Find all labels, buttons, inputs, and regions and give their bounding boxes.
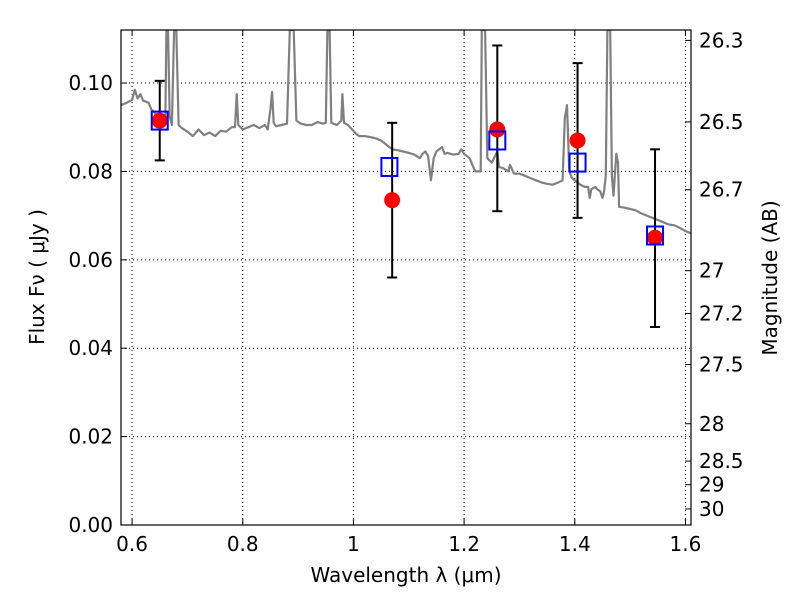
y2-tick-label: 29 — [699, 473, 724, 497]
observed-point — [151, 112, 168, 129]
y-axis-label: Flux Fν ( μJy ) — [25, 209, 49, 345]
x-tick-label: 1.2 — [448, 532, 480, 556]
y-tick-label: 0.04 — [68, 336, 113, 360]
plot-frame — [120, 29, 692, 526]
observed-point — [647, 229, 664, 246]
model-photometry-squares — [150, 110, 665, 246]
model-square — [568, 152, 587, 173]
observed-points — [151, 112, 664, 246]
y-tick-label: 0.10 — [68, 71, 113, 95]
y-tick-label: 0.02 — [68, 425, 113, 449]
x-tick-label: 1 — [347, 532, 360, 556]
observed-point — [569, 132, 586, 149]
model-square — [380, 157, 399, 178]
y-tick-label: 0.08 — [68, 159, 113, 183]
y2-tick-label: 27.2 — [699, 301, 744, 325]
y-axis-ticks: 0.00 0.02 0.04 0.06 0.08 0.10 — [68, 71, 127, 537]
x-axis-ticks: 0.6 0.8 1 1.2 1.4 1.6 — [116, 30, 701, 556]
y2-tick-label: 27.5 — [699, 353, 744, 377]
model-square — [488, 130, 507, 151]
model-square — [150, 110, 169, 131]
observed-point — [489, 121, 506, 138]
y2-tick-label: 26.3 — [699, 28, 744, 52]
x-tick-label: 1.6 — [670, 532, 702, 556]
observed-point — [384, 192, 401, 209]
y-tick-label: 0.00 — [68, 513, 113, 537]
model-spectrum-line — [121, 30, 691, 235]
x-tick-label: 0.8 — [227, 532, 259, 556]
x-tick-label: 1.4 — [559, 532, 591, 556]
y2-tick-label: 30 — [699, 497, 724, 521]
plot-area — [121, 30, 691, 328]
y2-tick-label: 28 — [699, 412, 724, 436]
model-square — [646, 225, 665, 246]
y-tick-label: 0.06 — [68, 248, 113, 272]
y2-tick-label: 27 — [699, 259, 724, 283]
y2-tick-label: 28.5 — [699, 449, 744, 473]
x-tick-label: 0.6 — [116, 532, 148, 556]
y2-tick-label: 26.5 — [699, 110, 744, 134]
x-axis-label: Wavelength λ (μm) — [310, 563, 501, 587]
y2-tick-label: 26.7 — [699, 178, 744, 202]
y2-axis-label: Magnitude (AB) — [758, 200, 782, 355]
